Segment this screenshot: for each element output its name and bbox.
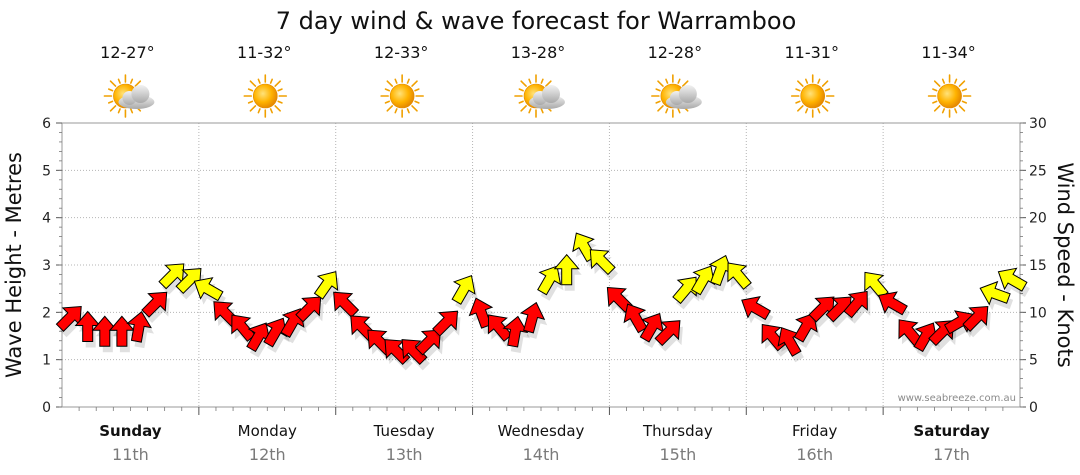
sun-icon [927, 74, 972, 118]
temperature-label: 13-28° [511, 43, 566, 62]
right-tick-label: 25 [1029, 163, 1047, 179]
wind-arrow [401, 339, 430, 371]
left-tick-label: 2 [42, 305, 51, 321]
sun-icon [243, 74, 288, 118]
date-label: 17th [933, 445, 970, 464]
wind-arrow [295, 296, 324, 328]
wind-arrow [793, 312, 821, 348]
wind-arrow [141, 291, 170, 324]
plot-frame [61, 122, 1021, 408]
right-tick-label: 0 [1029, 400, 1038, 416]
wind-arrow [432, 310, 461, 342]
day-label: Sunday [99, 422, 162, 440]
wind-arrows [55, 232, 1030, 371]
wind-arrow [313, 270, 341, 306]
day-label: Thursday [642, 422, 713, 440]
sun-icon [380, 74, 424, 118]
day-label: Friday [792, 422, 838, 440]
partly-cloudy-icon [103, 74, 155, 118]
right-tick-label: 15 [1029, 258, 1047, 274]
wind-arrow [997, 267, 1030, 298]
day-label: Wednesday [498, 422, 585, 440]
temperature-label: 12-27° [100, 43, 155, 62]
wind-arrow [451, 275, 478, 311]
temperature-label: 11-31° [784, 43, 839, 62]
date-label: 11th [112, 445, 149, 464]
wind-arrow [193, 277, 226, 307]
right-tick-label: 5 [1029, 353, 1038, 369]
right-axis-title: Wind Speed - Knots [1053, 162, 1077, 367]
left-tick-label: 6 [42, 116, 51, 132]
temperature-label: 12-33° [374, 43, 429, 62]
sun-icon [790, 74, 835, 118]
wind-arrow [414, 329, 444, 361]
date-label: 13th [386, 445, 423, 464]
wind-arrow [878, 291, 911, 321]
wind-arrow [537, 265, 564, 301]
wind-arrow [843, 290, 871, 324]
date-label: 16th [796, 445, 833, 464]
weather-row: 12-27° 11-32° 12-33° 13-28° 12-28° 11-31° 11-3… [100, 43, 976, 118]
date-label: 12th [249, 445, 286, 464]
partly-cloudy-icon [651, 74, 702, 118]
temperature-label: 11-34° [921, 43, 976, 62]
day-label: Monday [238, 422, 297, 440]
left-tick-label: 0 [42, 400, 51, 416]
wind-arrow [553, 253, 582, 291]
left-tick-label: 1 [42, 353, 51, 369]
temperature-label: 11-32° [237, 43, 292, 62]
bottom-axis: Sunday 11th Monday 12th Tuesday 13th Wednesday… [78, 407, 1004, 464]
wind-arrow [519, 301, 548, 339]
left-axis-title: Wave Height - Metres [2, 152, 26, 378]
partly-cloudy-icon [514, 74, 565, 118]
right-axis: 0 5 10 15 20 25 30 [1020, 116, 1047, 416]
wind-arrow [654, 320, 683, 352]
wind-arrow [589, 249, 619, 281]
left-tick-label: 3 [42, 258, 51, 274]
day-label: Tuesday [373, 422, 435, 440]
chart-title: 7 day wind & wave forecast for Warramboo [276, 7, 797, 35]
wind-arrow [741, 296, 774, 326]
left-axis: 0 1 2 3 4 5 6 [42, 116, 62, 416]
date-label: 14th [523, 445, 560, 464]
wind-arrow [126, 310, 154, 349]
right-tick-label: 30 [1029, 116, 1047, 132]
right-tick-label: 10 [1029, 305, 1047, 321]
temperature-label: 12-28° [648, 43, 703, 62]
wind-arrow [727, 262, 755, 296]
left-tick-label: 4 [42, 211, 51, 227]
date-label: 15th [659, 445, 696, 464]
watermark: www.seabreeze.com.au [898, 393, 1016, 404]
grid-lines [62, 123, 1020, 407]
day-label: Saturday [913, 422, 990, 440]
left-tick-label: 5 [42, 163, 51, 179]
wind-arrow [979, 280, 1014, 311]
right-tick-label: 20 [1029, 211, 1047, 227]
wind-arrow [962, 305, 991, 338]
